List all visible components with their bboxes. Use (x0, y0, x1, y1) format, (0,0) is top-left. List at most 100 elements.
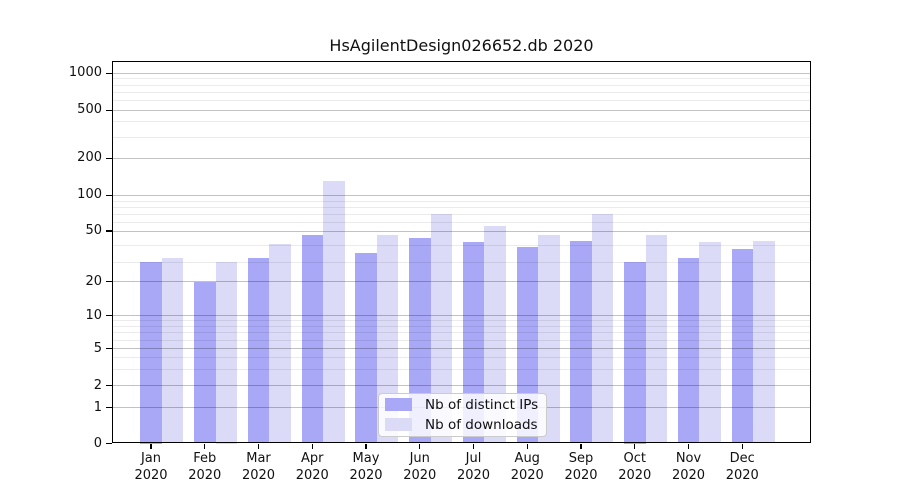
legend-item-distinct-ips: Nb of distinct IPs (385, 397, 546, 413)
x-tick-jan (150, 443, 152, 449)
y-tick-10 (106, 315, 112, 317)
bar-downloads-may (376, 235, 399, 444)
gridline-minor-70 (112, 213, 811, 215)
bar-downloads-mar (269, 244, 291, 444)
x-tick-year: 2020 (456, 467, 491, 483)
x-tick-month: Sep (568, 451, 594, 466)
x-tick-year: 2020 (134, 467, 168, 483)
y-tick-label-1: 1 (93, 399, 102, 415)
x-tick-label-apr: Apr 2020 (284, 451, 340, 484)
y-tick-label-500: 500 (77, 102, 102, 118)
x-tick-label-dec: Dec 2020 (714, 451, 770, 484)
gridline-minor-7 (112, 332, 811, 334)
gridline-major-100 (112, 194, 811, 196)
bar-downloads-aug (538, 235, 560, 444)
bar-distinct-ips-feb (194, 281, 216, 444)
x-tick-month: Jun (409, 451, 430, 466)
x-tick-mar (257, 443, 260, 449)
x-tick-month: Feb (193, 451, 217, 466)
y-tick-label-5: 5 (93, 340, 102, 356)
gridline-minor-800 (112, 84, 811, 86)
x-tick-jul (472, 443, 475, 449)
x-tick-month: Oct (623, 451, 646, 466)
x-tick-year: 2020 (618, 467, 652, 483)
bar-downloads-oct (645, 235, 667, 444)
y-tick-500 (106, 109, 112, 111)
gridline-minor-900 (112, 78, 811, 80)
gridline-minor-400 (112, 121, 811, 123)
x-tick-year: 2020 (295, 467, 329, 483)
x-tick-month: Dec (729, 451, 755, 466)
y-tick-0 (106, 442, 112, 445)
gridline-minor-6 (112, 339, 811, 341)
gridline-minor-9 (112, 320, 811, 322)
x-tick-month: Jan (140, 451, 162, 466)
x-tick-year: 2020 (188, 467, 222, 483)
x-tick-aug (526, 443, 528, 449)
x-tick-nov (687, 443, 690, 449)
gridline-minor-700 (112, 91, 811, 93)
bar-distinct-ips-apr (301, 235, 323, 444)
gridline-major-200 (112, 157, 811, 159)
legend-swatch-downloads (385, 418, 412, 431)
x-tick-label-nov: Nov 2020 (661, 451, 717, 484)
y-tick-label-1000: 1000 (68, 65, 102, 81)
gridline-major-20 (112, 281, 811, 283)
x-tick-sep (580, 443, 582, 449)
gridline-major-10 (112, 315, 811, 317)
x-tick-year: 2020 (725, 467, 759, 483)
bar-downloads-sep (591, 213, 614, 444)
bar-downloads-dec (753, 240, 775, 444)
x-tick-apr (311, 443, 313, 449)
gridline-minor-80 (112, 207, 811, 208)
x-tick-month: Apr (301, 451, 324, 466)
bar-distinct-ips-mar (247, 258, 270, 444)
y-tick-2 (106, 385, 112, 387)
x-tick-year: 2020 (403, 467, 437, 483)
x-tick-feb (204, 443, 206, 449)
x-tick-month: Aug (514, 451, 540, 466)
y-tick-label-200: 200 (77, 150, 102, 166)
gridline-major-500 (112, 109, 811, 111)
bar-distinct-ips-sep (570, 240, 592, 444)
gridline-major-50 (112, 230, 811, 232)
gridline-minor-40 (112, 245, 811, 247)
x-tick-oct (634, 443, 636, 449)
x-tick-year: 2020 (241, 467, 276, 483)
gridline-minor-90 (112, 201, 811, 202)
x-tick-label-feb: Feb 2020 (177, 451, 233, 484)
gridline-minor-600 (112, 100, 811, 102)
y-tick-50 (106, 230, 112, 232)
x-tick-month: Jul (465, 451, 482, 466)
x-tick-year: 2020 (349, 467, 383, 483)
legend-item-downloads: Nb of downloads (385, 417, 546, 433)
bar-downloads-jun (430, 214, 452, 444)
x-tick-year: 2020 (510, 467, 544, 483)
y-tick-label-10: 10 (85, 307, 102, 323)
x-tick-label-jun: Jun 2020 (392, 451, 448, 484)
chart-title: HsAgilentDesign026652.db 2020 (329, 36, 594, 55)
bar-downloads-jan (161, 258, 184, 444)
y-tick-1 (106, 407, 112, 409)
y-tick-label-0: 0 (93, 435, 102, 451)
x-tick-label-sep: Sep 2020 (553, 451, 609, 484)
gridline-major-5 (112, 348, 811, 350)
bar-distinct-ips-jun (409, 237, 431, 444)
y-tick-label-2: 2 (93, 377, 102, 393)
bar-downloads-jul (484, 225, 506, 444)
y-tick-200 (106, 157, 112, 159)
x-tick-month: May (352, 451, 380, 466)
gridline-minor-4 (112, 357, 811, 359)
legend: Nb of distinct IPs Nb of downloads (378, 392, 547, 437)
x-tick-dec (741, 443, 743, 449)
x-tick-label-may: May 2020 (338, 451, 394, 484)
bar-distinct-ips-oct (624, 262, 646, 444)
gridline-minor-3 (112, 368, 811, 370)
x-tick-label-jan: Jan 2020 (123, 451, 179, 484)
x-tick-label-oct: Oct 2020 (607, 451, 663, 484)
x-tick-month: Mar (246, 451, 271, 466)
x-tick-label-aug: Aug 2020 (499, 451, 555, 484)
bar-downloads-apr (323, 181, 345, 444)
gridline-major-1000 (112, 72, 811, 74)
